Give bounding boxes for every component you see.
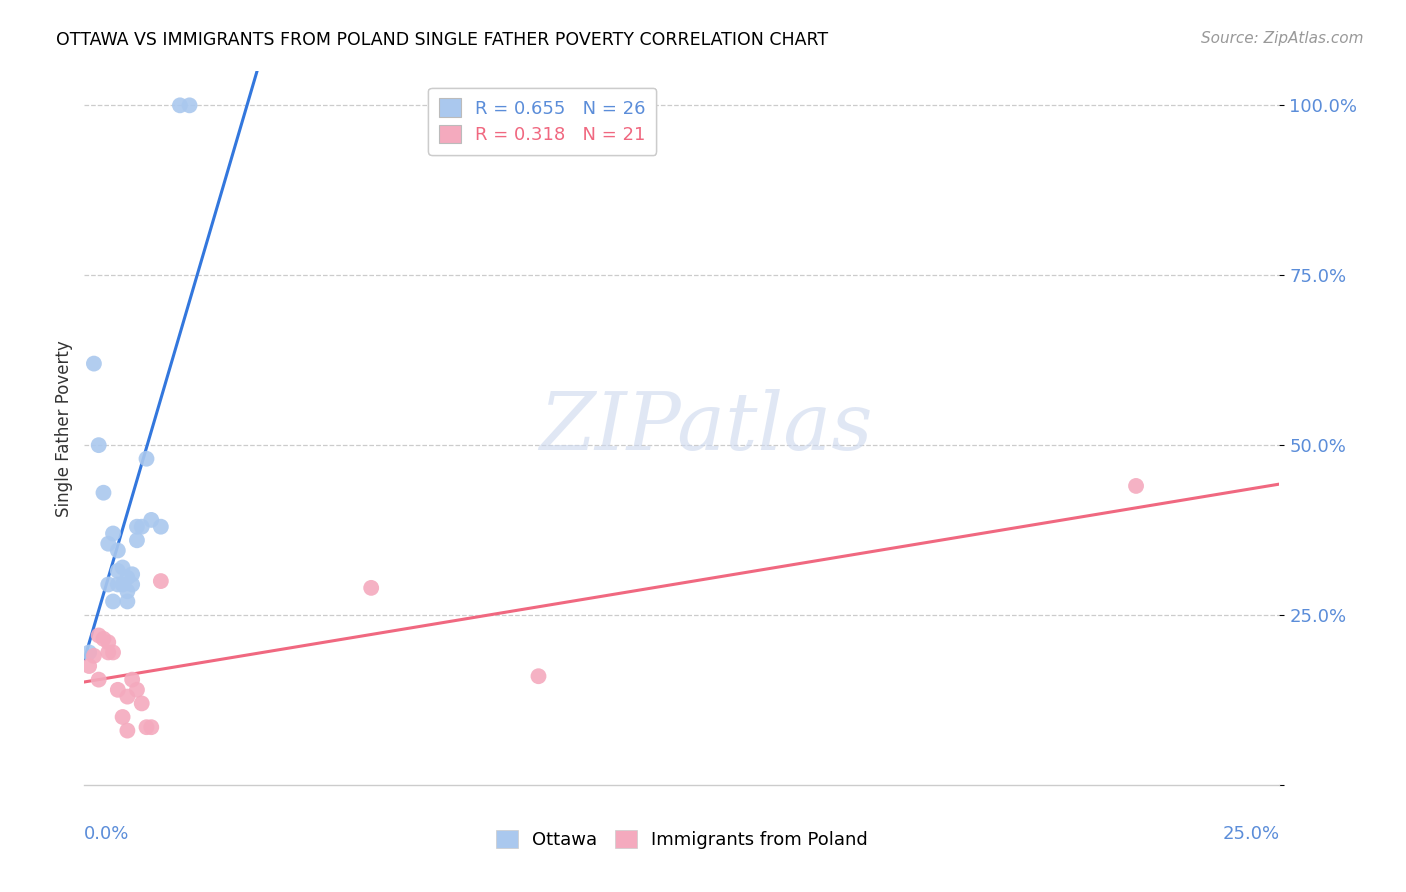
Point (87, 438, 110, 452)
Point (117, 594, 139, 608)
Point (87, 628, 110, 642)
Point (125, 533, 148, 548)
Point (77, 645, 100, 659)
Point (93, 632, 115, 646)
Point (121, 673, 143, 687)
Point (87, 673, 110, 687)
Point (117, 690, 139, 704)
Point (111, 560, 134, 574)
Legend: R = 0.655   N = 26, R = 0.318   N = 21: R = 0.655 N = 26, R = 0.318 N = 21 (427, 87, 657, 155)
Point (141, 513, 163, 527)
Point (101, 645, 124, 659)
Point (131, 697, 153, 711)
Text: 0.0%: 0.0% (84, 825, 129, 843)
Point (131, 519, 153, 533)
Point (121, 577, 143, 591)
Point (97, 537, 120, 551)
Y-axis label: Single Father Poverty: Single Father Poverty (55, 340, 73, 516)
Point (111, 577, 134, 591)
Point (83, 648, 105, 663)
Point (111, 710, 134, 724)
Point (107, 543, 129, 558)
Point (97, 645, 120, 659)
Point (121, 567, 143, 582)
Point (83, 357, 105, 371)
Point (77, 659, 100, 673)
Text: 25.0%: 25.0% (1222, 825, 1279, 843)
Point (117, 571, 139, 585)
Point (107, 564, 129, 578)
Point (149, 519, 172, 533)
Point (125, 682, 148, 697)
Point (107, 682, 129, 697)
Point (117, 723, 139, 738)
Point (97, 577, 120, 591)
Point (1125, 479, 1147, 493)
Point (101, 594, 124, 608)
Point (107, 577, 129, 591)
Point (141, 720, 163, 734)
Text: ZIPatlas: ZIPatlas (538, 390, 873, 467)
Text: OTTAWA VS IMMIGRANTS FROM POLAND SINGLE FATHER POVERTY CORRELATION CHART: OTTAWA VS IMMIGRANTS FROM POLAND SINGLE … (56, 31, 828, 49)
Point (149, 574, 172, 588)
Text: Source: ZipAtlas.com: Source: ZipAtlas.com (1201, 31, 1364, 46)
Point (360, 581, 382, 595)
Point (527, 669, 550, 683)
Point (101, 526, 124, 541)
Point (135, 720, 157, 734)
Point (135, 451, 157, 466)
Point (117, 584, 139, 599)
Point (179, 98, 201, 112)
Point (125, 519, 148, 533)
Point (169, 98, 191, 112)
Point (93, 485, 115, 500)
Point (97, 635, 120, 649)
